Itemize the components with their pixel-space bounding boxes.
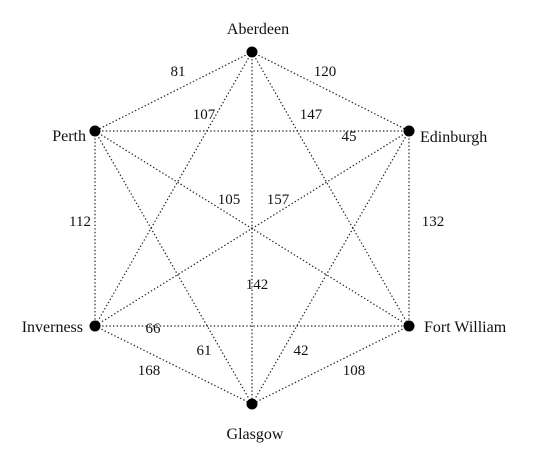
distance-label-aberdeen-edinburgh: 120	[314, 64, 337, 80]
distance-label-edinburgh-glasgow: 42	[294, 343, 309, 359]
edge-edinburgh-inverness	[94, 130, 410, 327]
distance-label-perth-fortwilliam: 105	[218, 192, 241, 208]
edge-aberdeen-edinburgh	[251, 51, 410, 132]
distance-label-perth-inverness: 112	[69, 214, 91, 230]
city-label-edinburgh: Edinburgh	[420, 129, 487, 146]
city-node-perth	[89, 125, 101, 137]
city-node-glasgow	[246, 398, 258, 410]
edge-aberdeen-inverness	[94, 51, 253, 327]
city-node-edinburgh	[403, 125, 415, 137]
edge-aberdeen-perth	[94, 51, 253, 132]
distance-label-perth-edinburgh: 45	[342, 129, 357, 145]
city-label-aberdeen: Aberdeen	[227, 21, 289, 38]
edge-labels-layer: 81 120 107 147 142 45 112 105 61 157 132 42 66 168 108	[69, 64, 444, 379]
edge-perth-glasgow	[94, 130, 253, 405]
edge-fortwilliam-glasgow	[251, 325, 410, 405]
distance-label-inverness-fortwilliam: 66	[146, 321, 162, 337]
distance-label-inverness-glasgow: 168	[138, 363, 161, 379]
city-label-inverness: Inverness	[22, 319, 83, 336]
city-label-perth: Perth	[52, 128, 86, 145]
edge-aberdeen-fortwilliam	[251, 51, 410, 327]
distance-label-perth-glasgow: 61	[197, 343, 212, 359]
distance-label-aberdeen-perth: 81	[171, 64, 186, 80]
city-labels-layer: Aberdeen Edinburgh Fort William Glasgow Inve…	[22, 21, 507, 443]
distance-label-aberdeen-glasgow: 142	[246, 277, 269, 293]
nodes-layer	[89, 46, 415, 410]
city-node-inverness	[89, 320, 101, 332]
distance-label-fortwilliam-glasgow: 108	[343, 363, 366, 379]
city-node-aberdeen	[246, 46, 258, 58]
distance-label-aberdeen-fortwilliam: 147	[300, 107, 323, 123]
edges-layer	[94, 51, 410, 405]
distance-label-aberdeen-inverness: 107	[193, 107, 216, 123]
city-label-fortwilliam: Fort William	[424, 319, 507, 336]
edge-edinburgh-glasgow	[251, 130, 410, 405]
distance-label-edinburgh-inverness: 157	[267, 192, 290, 208]
city-node-fortwilliam	[403, 320, 415, 332]
edge-inverness-glasgow	[94, 325, 253, 405]
city-label-glasgow: Glasgow	[227, 426, 284, 443]
distance-label-edinburgh-fortwilliam: 132	[422, 214, 445, 230]
